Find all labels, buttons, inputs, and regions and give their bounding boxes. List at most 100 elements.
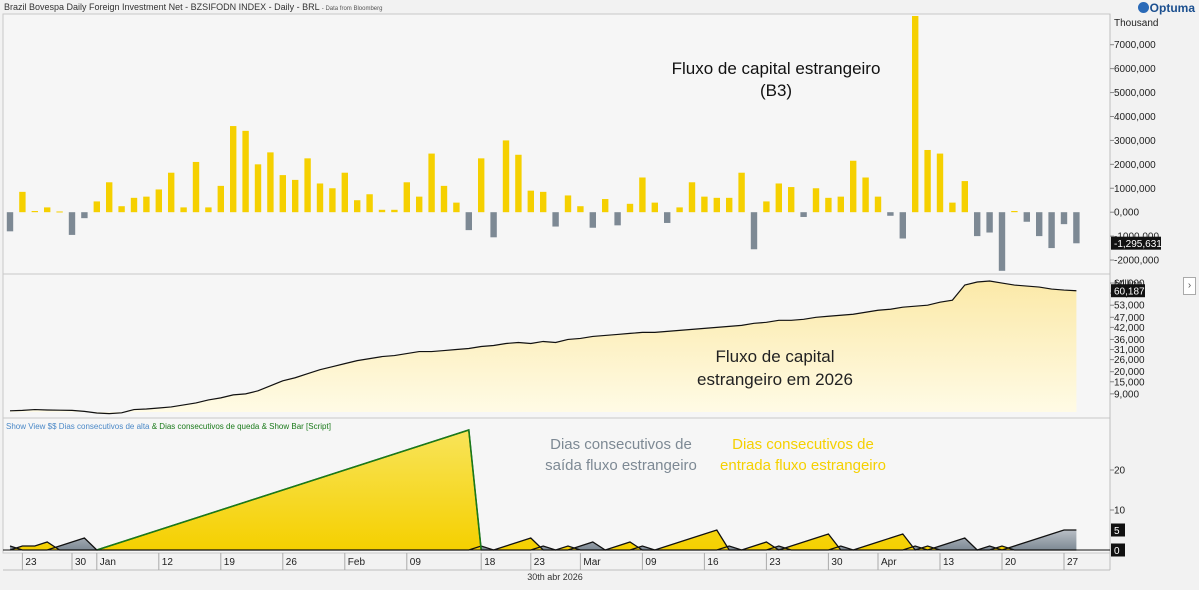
flow-bar [924,149,931,213]
flow-bar [750,212,758,250]
flow-bar [341,172,348,213]
flow-bar [552,212,559,227]
panel3-annotation-entry-line1: Dias consecutivos de [732,436,874,453]
flow-bar [44,207,51,213]
x-tick-label: Jan [100,557,116,568]
panel2-tick-label: 20,000 [1114,367,1145,378]
flow-bar [688,182,696,213]
flow-bar [416,196,423,213]
flow-bar [949,202,956,213]
flow-bar [242,130,249,213]
right-arrow-icon[interactable]: › [1183,277,1196,295]
panel1-tick-label: 5000,000 [1114,88,1156,99]
flow-bar [292,179,299,213]
flow-bar [788,187,795,213]
flow-bar [564,195,572,213]
panel2-tick-label: 53,000 [1114,301,1145,312]
footer-date: 30th abr 2026 [527,572,583,582]
x-tick-label: 26 [286,557,298,568]
flow-bar [1048,212,1055,249]
panel1-tick-label: 4000,000 [1114,112,1156,123]
x-tick-label: 23 [534,557,546,568]
chart-header: Brazil Bovespa Daily Foreign Investment … [4,2,382,12]
flow-bar [279,175,286,213]
panel2-tick-label: 42,000 [1114,323,1145,334]
panel1-annotation-title: Fluxo de capital estrangeiro [672,59,881,78]
flow-bar [440,185,448,213]
flow-bar [56,211,63,213]
x-tick-label: 16 [707,557,719,568]
flow-bar [180,207,187,213]
flow-bar [68,212,76,235]
flow-bar [676,207,683,213]
panel1-unit: Thousand [1114,18,1158,29]
panel2-annotation-line2: estrangeiro em 2026 [697,370,853,389]
flow-bar [378,209,386,213]
flow-bar [366,194,373,213]
flow-bar [106,182,113,213]
x-tick-label: 23 [25,557,37,568]
panel2-tick-label: 31,000 [1114,345,1145,356]
study-legend-alta: Show View $$ Dias consecutivos de alta [6,422,150,431]
x-tick-label: Apr [881,557,897,568]
flow-bar [726,197,733,213]
flow-bar [862,177,869,213]
flow-bar [155,189,162,213]
flow-bar [205,207,212,213]
panel1-annotation-subtitle: (B3) [760,81,792,100]
flow-bar [391,209,398,213]
flow-bar [267,152,274,213]
flow-bar [31,210,38,213]
flow-bar [899,212,906,239]
flow-bar [713,197,720,213]
flow-bar [974,212,981,237]
x-tick-label: 09 [410,557,422,568]
flow-bar [825,197,832,213]
panel2-tick-label: 15,000 [1114,377,1145,388]
flow-bar [254,164,262,213]
flow-bar [6,212,14,232]
panel1-tick-label: -2000,000 [1114,256,1159,267]
flow-bar [316,183,324,213]
flow-bar [93,201,100,213]
panel1-tick-label: 2000,000 [1114,160,1156,171]
flow-bar [936,153,944,213]
x-tick-label: 09 [645,557,657,568]
x-tick-label: 13 [943,557,955,568]
cumulative-flow-line [9,280,1077,415]
flow-bar [614,212,621,226]
flow-bar [453,202,460,213]
flow-bar [763,201,770,213]
logo-text: Optuma [1149,1,1195,15]
flow-bar [490,212,497,238]
x-tick-label: 30 [75,557,87,568]
flow-bar [986,212,993,233]
up-days-highlight-line [96,428,482,551]
flow-bar [1011,210,1018,213]
x-tick-label: 19 [224,557,236,568]
flow-bar [1060,212,1068,225]
flow-bar [527,190,534,213]
flow-bar [502,140,510,213]
optuma-logo-icon [1137,2,1149,13]
x-tick-label: 23 [769,557,781,568]
flow-bar [403,182,410,213]
panel-1 [2,13,1111,275]
x-tick-label: Feb [348,557,366,568]
flow-bar [812,188,820,213]
flow-bar [304,158,311,213]
panel3-last-value-down: 5 [1114,526,1120,537]
up-days-area [10,430,1077,550]
x-tick-label: 12 [162,557,174,568]
flow-bar [329,188,336,213]
flow-bar [626,203,634,213]
data-source: - Data from Bloomberg [321,6,383,12]
flow-bar [118,206,125,213]
x-tick-label: 20 [1005,557,1017,568]
x-tick-label: 27 [1067,557,1079,568]
optuma-logo: Optuma [1137,1,1195,15]
study-legend: Show View $$ Dias consecutivos de alta &… [6,422,331,431]
panel2-tick-label: 36,000 [1114,335,1145,346]
panel1-tick-label: 7000,000 [1114,40,1156,51]
